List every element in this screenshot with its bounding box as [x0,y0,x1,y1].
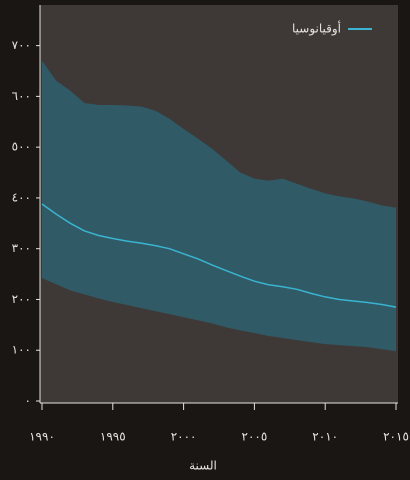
y-tick-label: ١٠٠ [12,343,31,357]
x-axis-label: السنة [189,459,217,473]
x-tick-label: ١٩٩٥ [100,430,126,444]
x-tick-label: ٢٠٠٥ [242,430,268,444]
y-tick-label: ٠ [25,394,31,408]
y-tick-label: ٤٠٠ [12,190,31,204]
y-tick-label: ٢٠٠ [12,292,31,306]
y-tick-label: ٦٠٠ [12,89,31,103]
y-tick-label: ٥٠٠ [12,140,31,154]
line [41,203,397,308]
x-tick-label: ٢٠١٠ [312,430,338,444]
x-tick-label: ١٩٩٠ [29,430,55,444]
x-tick-label: ٢٠٠٠ [171,430,197,444]
x-tick-label: ٢٠١٥ [383,430,409,444]
legend-label: أوقيانوسيا [292,21,341,37]
y-tick-label: ٧٠٠ [12,38,31,52]
confidence-band [42,60,396,352]
y-tick-label: ٣٠٠ [12,241,31,255]
